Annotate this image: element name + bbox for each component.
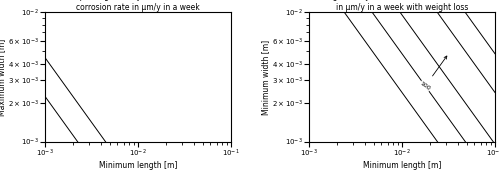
X-axis label: Minimum length [m]: Minimum length [m] bbox=[99, 161, 177, 170]
Title: ER-probe geometry needed to detect
corrosion rate in μm/y in a week: ER-probe geometry needed to detect corro… bbox=[67, 0, 209, 12]
Text: 100: 100 bbox=[419, 81, 432, 92]
Y-axis label: Maximum width [m]: Maximum width [m] bbox=[0, 38, 6, 116]
X-axis label: Minimum length [m]: Minimum length [m] bbox=[363, 161, 441, 170]
Y-axis label: Minimum width [m]: Minimum width [m] bbox=[262, 39, 270, 115]
Title: Steel geometry needed to detect corrosion rate
in μm/y in a week with weight los: Steel geometry needed to detect corrosio… bbox=[311, 0, 494, 12]
